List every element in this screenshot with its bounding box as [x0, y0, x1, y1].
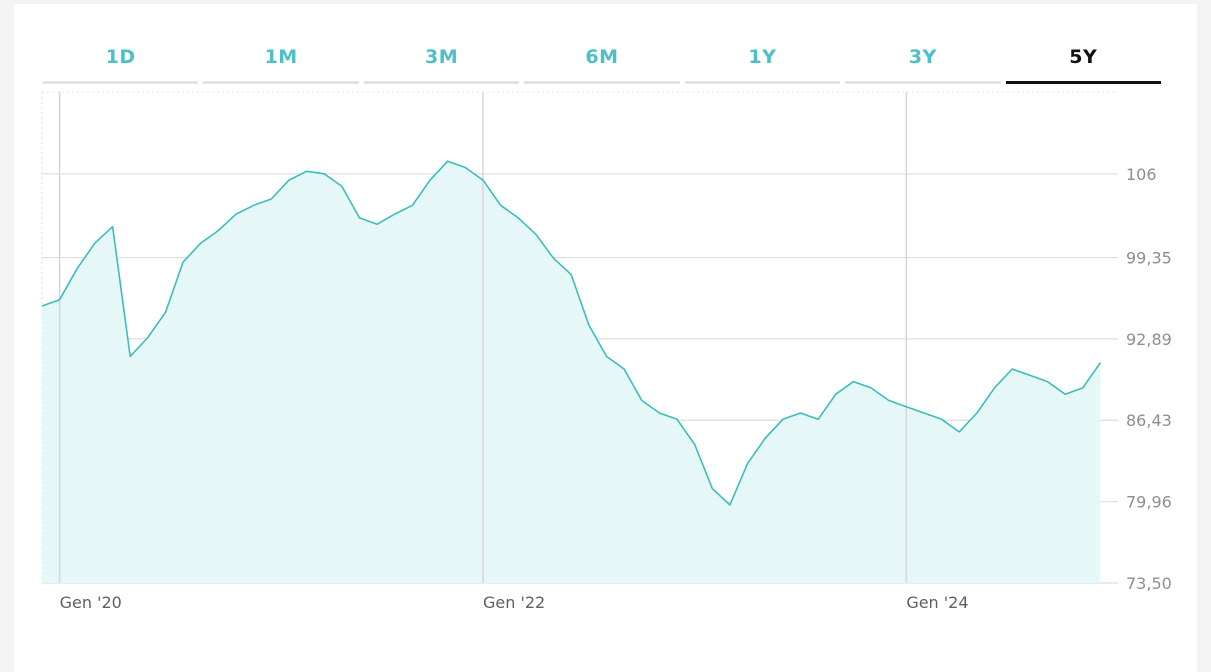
tab-3y[interactable]: 3Y: [845, 40, 1001, 84]
x-tick-label: Gen '22: [483, 593, 545, 612]
y-tick-label: 99,35: [1126, 249, 1172, 268]
tab-5y[interactable]: 5Y: [1005, 40, 1162, 84]
tab-6m[interactable]: 6M: [524, 40, 681, 84]
y-tick-label: 92,89: [1126, 330, 1172, 349]
y-tick-label: 79,96: [1126, 493, 1172, 512]
series-line: [41, 160, 1102, 506]
range-tabs: 1D 1M 3M 6M 1Y 3Y 5Y: [43, 40, 1162, 84]
tab-1d[interactable]: 1D: [43, 40, 199, 84]
y-tick-label: 86,43: [1126, 411, 1172, 430]
x-tick-label: Gen '24: [906, 593, 968, 612]
x-tick-label: Gen '20: [60, 593, 122, 612]
series-area: [42, 161, 1101, 583]
y-tick-label: 106: [1126, 165, 1157, 184]
tab-1m[interactable]: 1M: [203, 40, 360, 84]
tab-1y[interactable]: 1Y: [684, 40, 841, 84]
tab-3m[interactable]: 3M: [363, 40, 520, 84]
y-tick-label: 73,50: [1126, 574, 1172, 593]
